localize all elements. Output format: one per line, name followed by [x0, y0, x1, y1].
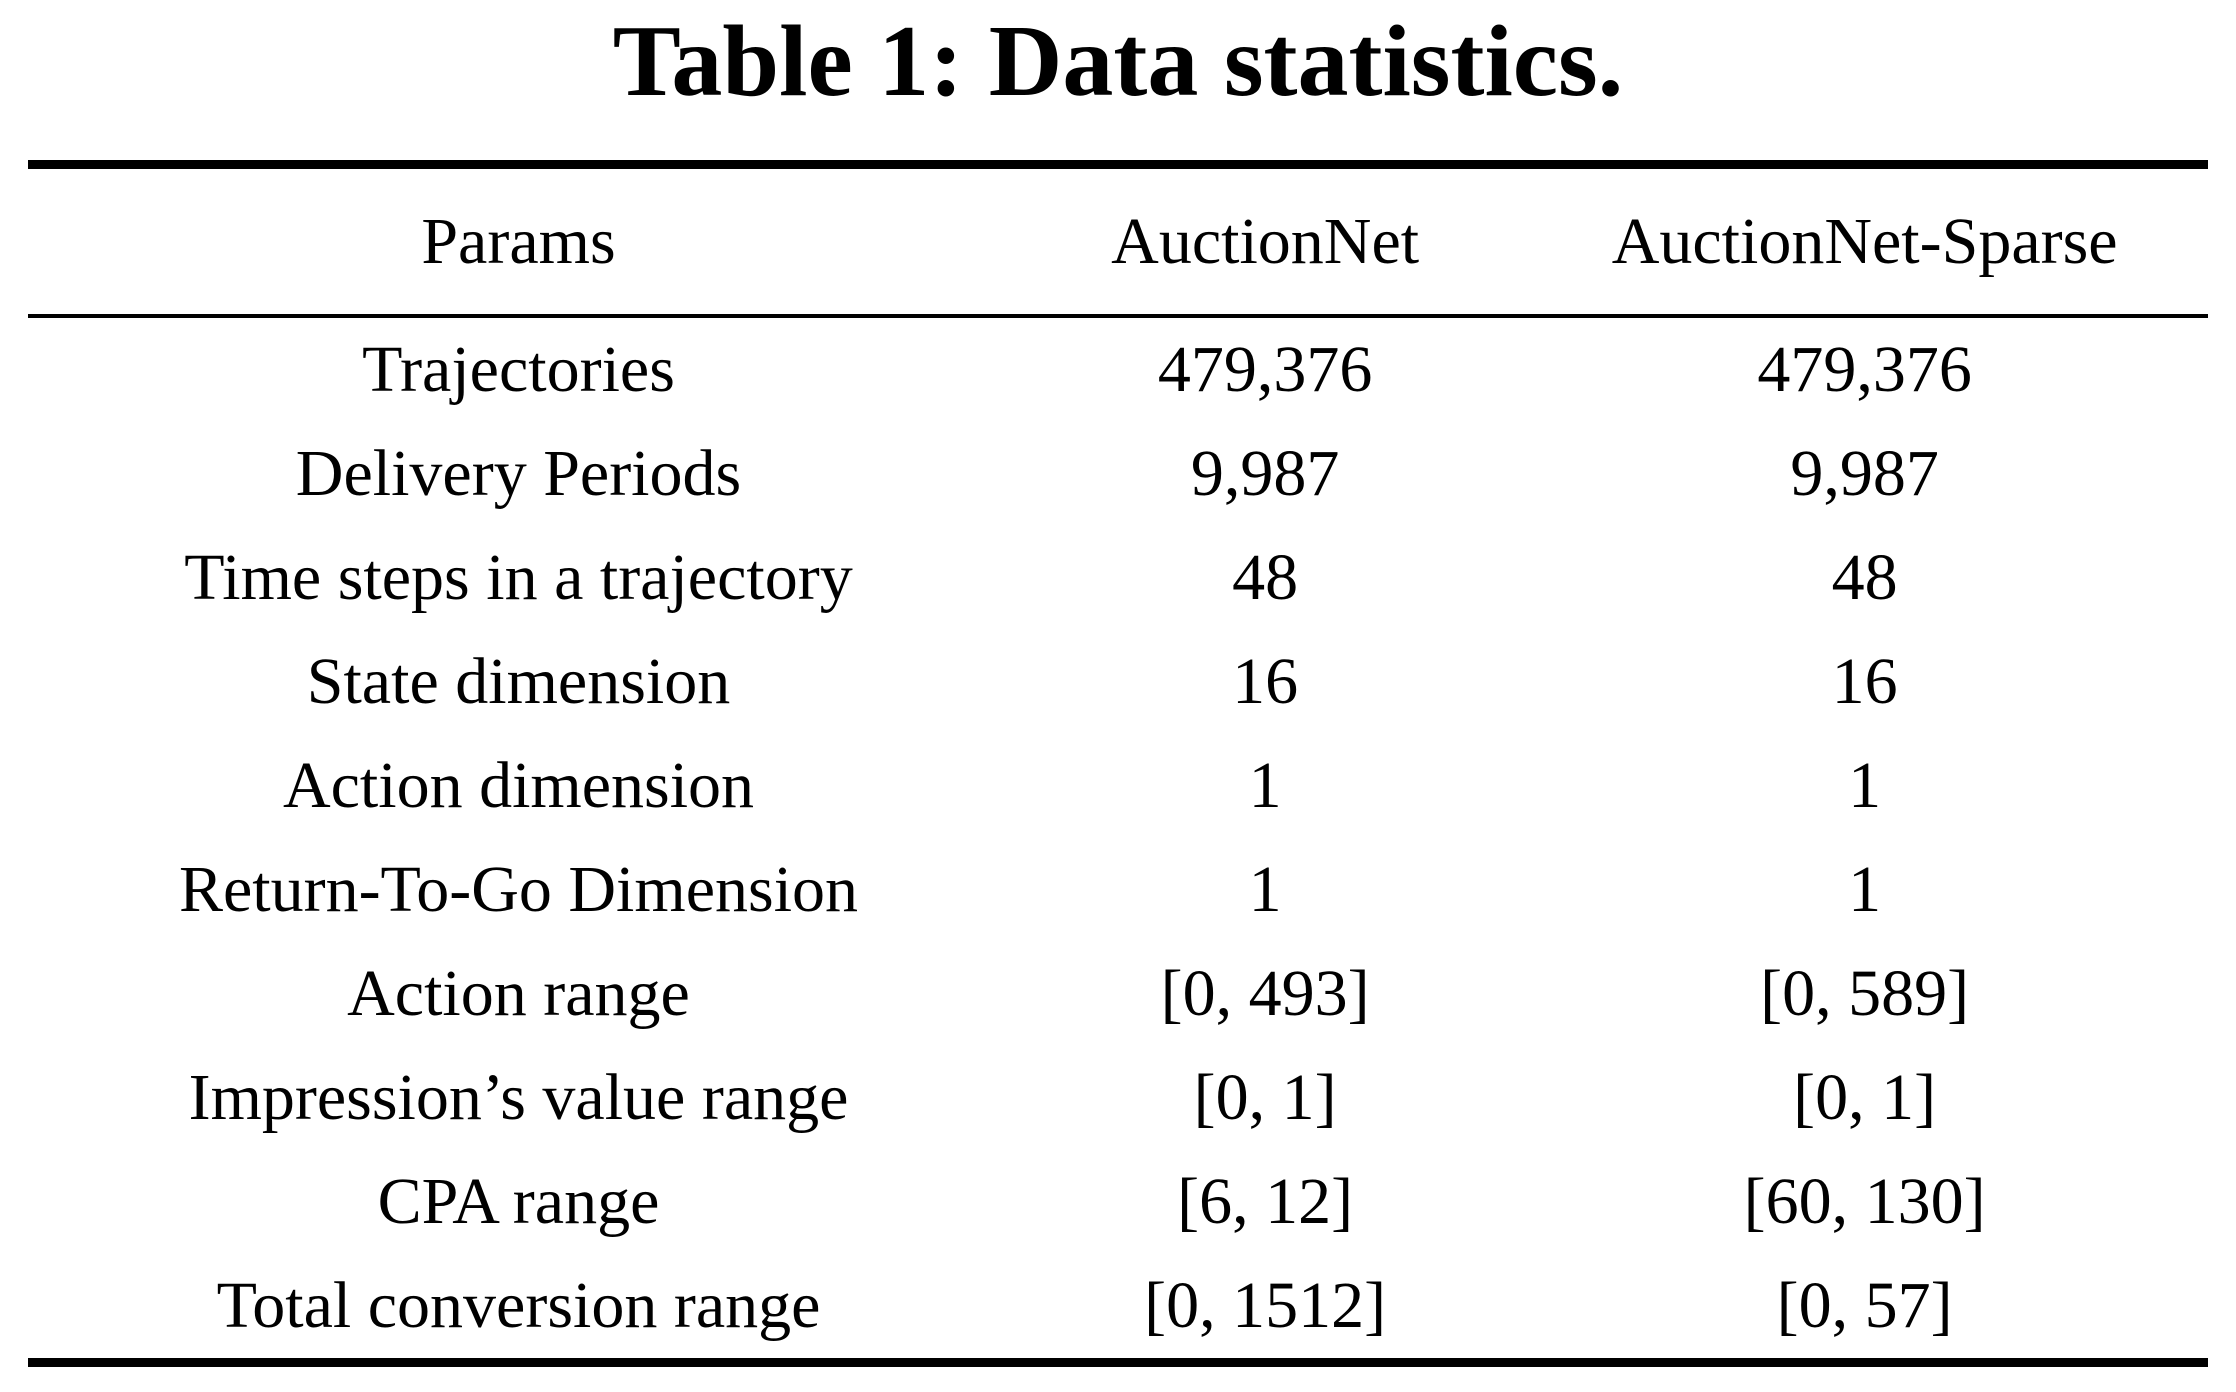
param-cell: Total conversion range: [216, 1269, 821, 1342]
value-cell: 479,376: [1757, 333, 1972, 406]
value-cell: 9,987: [1790, 437, 1939, 510]
param-cell: State dimension: [306, 645, 731, 718]
column-header-auctionnet-sparse: AuctionNet-Sparse: [1521, 164, 2208, 318]
value-cell: [0, 1]: [1193, 1061, 1337, 1134]
table-row: Delivery Periods 9,987 9,987: [28, 422, 2208, 526]
param-cell: CPA range: [377, 1165, 660, 1238]
value-cell: 16: [1831, 645, 1898, 718]
param-cell: Time steps in a trajectory: [184, 541, 853, 614]
value-cell: [6, 12]: [1177, 1165, 1354, 1238]
param-cell: Impression’s value range: [188, 1061, 849, 1134]
data-statistics-table: Params AuctionNet AuctionNet-Sparse Traj…: [28, 160, 2208, 1367]
value-cell: [0, 1512]: [1144, 1269, 1387, 1342]
value-cell: [0, 1]: [1793, 1061, 1937, 1134]
table-row: Trajectories 479,376 479,376: [28, 316, 2208, 422]
value-cell: 1: [1248, 749, 1282, 822]
param-cell: Action range: [347, 957, 690, 1030]
table-row: Return-To-Go Dimension 1 1: [28, 838, 2208, 942]
value-cell: 1: [1248, 853, 1282, 926]
table-row: Time steps in a trajectory 48 48: [28, 526, 2208, 630]
value-cell: [0, 57]: [1776, 1269, 1953, 1342]
column-header-params: Params: [28, 164, 1009, 318]
table-row: Total conversion range [0, 1512] [0, 57]: [28, 1254, 2208, 1363]
value-cell: 48: [1831, 541, 1898, 614]
value-cell: 479,376: [1157, 333, 1373, 406]
table-caption: Table 1: Data statistics.: [612, 5, 1624, 118]
table-body: Trajectories 479,376 479,376 Delivery Perio…: [28, 316, 2208, 1363]
value-cell: 16: [1232, 645, 1299, 718]
value-cell: 9,987: [1190, 437, 1340, 510]
value-cell: 1: [1848, 853, 1882, 926]
column-header-auctionnet: AuctionNet: [1009, 164, 1522, 318]
table-row: State dimension 16 16: [28, 630, 2208, 734]
header-row: Params AuctionNet AuctionNet-Sparse: [28, 164, 2208, 318]
table-row: Action dimension 1 1: [28, 734, 2208, 838]
param-cell: Action dimension: [282, 749, 755, 822]
table-row: Action range [0, 493] [0, 589]: [28, 942, 2208, 1046]
value-cell: 1: [1848, 749, 1882, 822]
table-row: CPA range [6, 12] [60, 130]: [28, 1150, 2208, 1254]
value-cell: [0, 589]: [1760, 957, 1970, 1030]
table-row: Impression’s value range [0, 1] [0, 1]: [28, 1046, 2208, 1150]
param-cell: Delivery Periods: [295, 437, 742, 510]
table-header: Params AuctionNet AuctionNet-Sparse: [28, 164, 2208, 318]
value-cell: [0, 493]: [1160, 957, 1370, 1030]
param-cell: Trajectories: [362, 333, 675, 406]
value-cell: [60, 130]: [1743, 1165, 1986, 1238]
value-cell: 48: [1232, 541, 1299, 614]
param-cell: Return-To-Go Dimension: [178, 853, 859, 926]
